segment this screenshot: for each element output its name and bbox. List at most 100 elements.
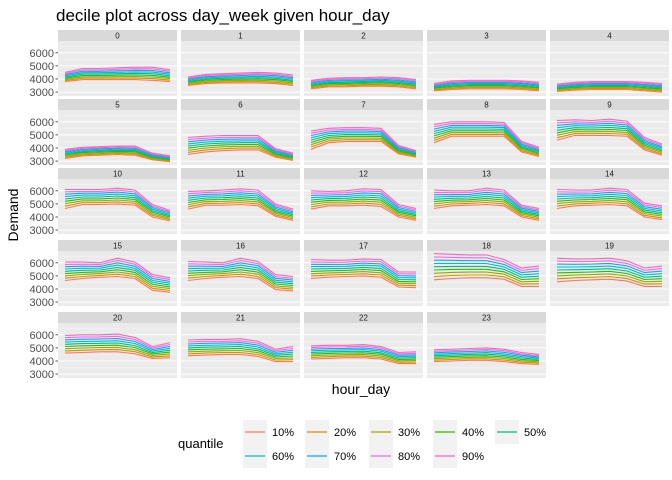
series-line-p1-50% (187, 77, 294, 82)
panel-bg-15 (58, 251, 177, 306)
series-line-p7-50% (310, 134, 417, 155)
strip-label-11: 11 (236, 170, 245, 179)
strip-label-21: 21 (236, 314, 245, 323)
facet-panel-14: 14 (550, 168, 669, 234)
legend-label: 30% (398, 427, 420, 439)
series-line-p9-60% (556, 124, 663, 149)
strip-label-7: 7 (361, 101, 366, 110)
y-tick-label: 6000 (30, 117, 54, 129)
series-line-p10-50% (64, 195, 171, 217)
series-line-p14-30% (556, 199, 663, 217)
series-line-p14-50% (556, 195, 663, 214)
facet-panel-18: 18 (427, 240, 546, 306)
series-line-p3-50% (433, 83, 540, 88)
series-line-p19-60% (557, 265, 663, 276)
series-line-p4-70% (556, 83, 663, 87)
series-line-p7-90% (310, 127, 417, 152)
strip-label-18: 18 (482, 242, 491, 251)
strip-10 (58, 168, 177, 179)
series-line-p12-40% (310, 198, 417, 217)
series-line-p19-50% (556, 268, 663, 278)
series-line-p18-50% (433, 265, 540, 278)
series-line-p5-10% (64, 153, 171, 163)
series-line-p2-50% (310, 81, 417, 86)
strip-19 (550, 240, 669, 251)
series-line-p0-20% (64, 77, 171, 81)
series-line-p17-10% (310, 275, 417, 289)
legend-label: 70% (334, 451, 356, 463)
legend-label: 80% (398, 451, 420, 463)
series-line-p1-60% (187, 75, 294, 81)
series-line-p12-30% (310, 200, 417, 218)
series-line-p3-10% (433, 88, 540, 92)
series-line-p4-20% (556, 87, 663, 92)
series-line-p8-80% (433, 123, 540, 150)
series-line-p0-10% (64, 79, 171, 83)
series-line-p21-20% (187, 351, 294, 361)
series-line-p11-60% (187, 194, 294, 214)
series-line-p7-60% (310, 132, 417, 154)
series-line-p14-40% (556, 197, 663, 215)
series-line-p20-90% (64, 333, 171, 348)
series-line-p23-90% (433, 347, 540, 355)
strip-14 (550, 168, 669, 179)
series-line-p8-50% (433, 128, 540, 153)
series-line-p12-50% (310, 196, 417, 215)
strip-label-4: 4 (607, 32, 612, 41)
series-line-p20-40% (64, 344, 171, 355)
series-line-p15-10% (64, 275, 171, 293)
series-line-p17-60% (311, 264, 417, 279)
series-line-p13-60% (433, 193, 540, 214)
series-line-p8-60% (433, 126, 540, 152)
series-line-p23-50% (433, 353, 540, 360)
series-line-p19-40% (556, 270, 663, 281)
y-tick-label: 6000 (30, 186, 54, 198)
series-line-p3-90% (433, 79, 540, 85)
legend-label: 40% (462, 427, 484, 439)
series-line-p20-10% (64, 351, 171, 359)
strip-4 (550, 30, 669, 41)
series-line-p14-80% (556, 189, 663, 209)
series-line-p21-60% (187, 344, 294, 355)
legend-entry-90%: 90% (433, 444, 484, 468)
series-line-p23-60% (433, 351, 540, 359)
strip-label-8: 8 (484, 101, 489, 110)
legend-entry-20%: 20% (305, 420, 356, 444)
legend-label: 10% (272, 427, 294, 439)
series-line-p11-50% (187, 196, 294, 216)
series-line-p18-80% (433, 256, 540, 271)
series-line-p13-70% (433, 191, 540, 212)
series-line-p0-50% (64, 72, 171, 78)
strip-label-6: 6 (238, 101, 243, 110)
series-line-p8-90% (433, 121, 540, 148)
series-line-p23-10% (433, 359, 540, 365)
y-tick-label: 6000 (30, 330, 54, 342)
facet-panel-17: 17 (304, 240, 423, 306)
x-axis-title: hour_day (332, 381, 390, 397)
series-line-p3-70% (433, 81, 540, 86)
series-line-p18-70% (433, 259, 540, 274)
series-line-p3-20% (433, 87, 540, 91)
strip-label-13: 13 (482, 170, 491, 179)
series-line-p17-20% (310, 273, 417, 287)
strip-label-23: 23 (482, 314, 491, 323)
series-line-p10-70% (64, 191, 171, 214)
series-line-p10-10% (64, 203, 171, 222)
facet-panel-2: 2 (304, 30, 423, 96)
series-line-p13-20% (433, 201, 540, 220)
series-line-p22-10% (310, 357, 416, 365)
series-line-p18-10% (433, 277, 539, 287)
series-line-p23-40% (433, 355, 540, 362)
legend-entry-30%: 30% (369, 420, 420, 444)
series-line-p18-30% (433, 271, 540, 283)
series-line-p10-40% (64, 197, 171, 218)
facet-panel-22: 22 (304, 312, 423, 378)
series-line-p12-70% (310, 192, 417, 212)
series-line-p7-40% (310, 135, 417, 156)
series-line-p0-40% (64, 74, 171, 79)
strip-7 (304, 99, 423, 110)
series-line-p0-60% (64, 71, 171, 77)
